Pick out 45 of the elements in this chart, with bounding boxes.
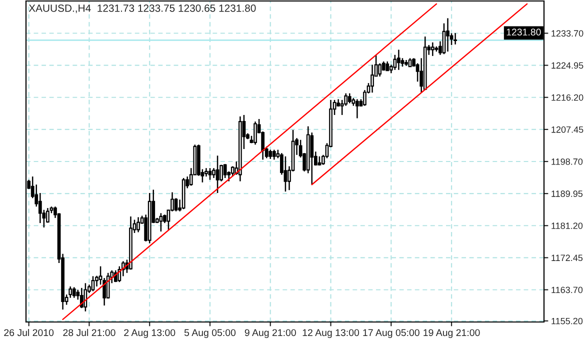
candlestick (46, 207, 50, 224)
y-tick-label: 1189.95 (552, 190, 583, 197)
candlestick (446, 18, 450, 52)
x-tick-label: 17 Aug 05:00 (363, 329, 420, 338)
candlestick (272, 149, 276, 160)
candlestick (378, 62, 382, 78)
x-tick-label: 12 Aug 13:00 (302, 329, 360, 338)
y-tick-label: 1172.45 (552, 254, 583, 262)
x-tick-label: 26 Jul 2010 (4, 328, 54, 336)
candlestick (355, 98, 359, 119)
y-tick-label: 1181.20 (552, 222, 583, 229)
candlestick (230, 166, 234, 178)
candlestick (430, 42, 434, 57)
x-tick-label: 19 Aug 21:00 (424, 329, 480, 338)
y-tick-label: 1207.45 (552, 126, 584, 133)
candlestick (159, 212, 163, 232)
chart-title: XAUUSD.,H4 1231.73 1233.75 1230.65 1231.80 (28, 4, 256, 14)
y-tick-label: 1216.20 (552, 94, 584, 101)
candlestick (370, 64, 374, 94)
candlestick (386, 60, 390, 72)
y-tick-label: 1155.20 (552, 318, 583, 324)
y-tick-label: 1233.70 (552, 30, 584, 37)
x-tick-label: 28 Jul 21:00 (63, 328, 116, 336)
candlestick (254, 120, 257, 146)
y-tick-label: 1198.70 (552, 158, 583, 165)
candlestick (174, 198, 178, 212)
candlestick (223, 163, 227, 179)
x-tick-label: 5 Aug 05:00 (184, 329, 236, 338)
y-tick-label: 1224.95 (552, 62, 584, 69)
candlestick (80, 287, 84, 309)
ref-line-label: 1231.80 (506, 28, 541, 36)
candlestick (310, 132, 314, 186)
candlestick (136, 216, 140, 233)
x-tick-label: 2 Aug 13:00 (124, 329, 176, 338)
candlestick (72, 286, 76, 298)
candlestick (268, 149, 272, 160)
x-tick-label: 9 Aug 21:00 (244, 329, 296, 338)
candlestick (284, 156, 288, 192)
y-tick-label: 1163.70 (552, 286, 583, 294)
candlestick (397, 49, 400, 71)
candlestick (216, 155, 220, 194)
candlestick (91, 276, 95, 292)
candlestick (348, 92, 352, 104)
candlestick (212, 167, 216, 179)
candlestick (454, 32, 457, 46)
